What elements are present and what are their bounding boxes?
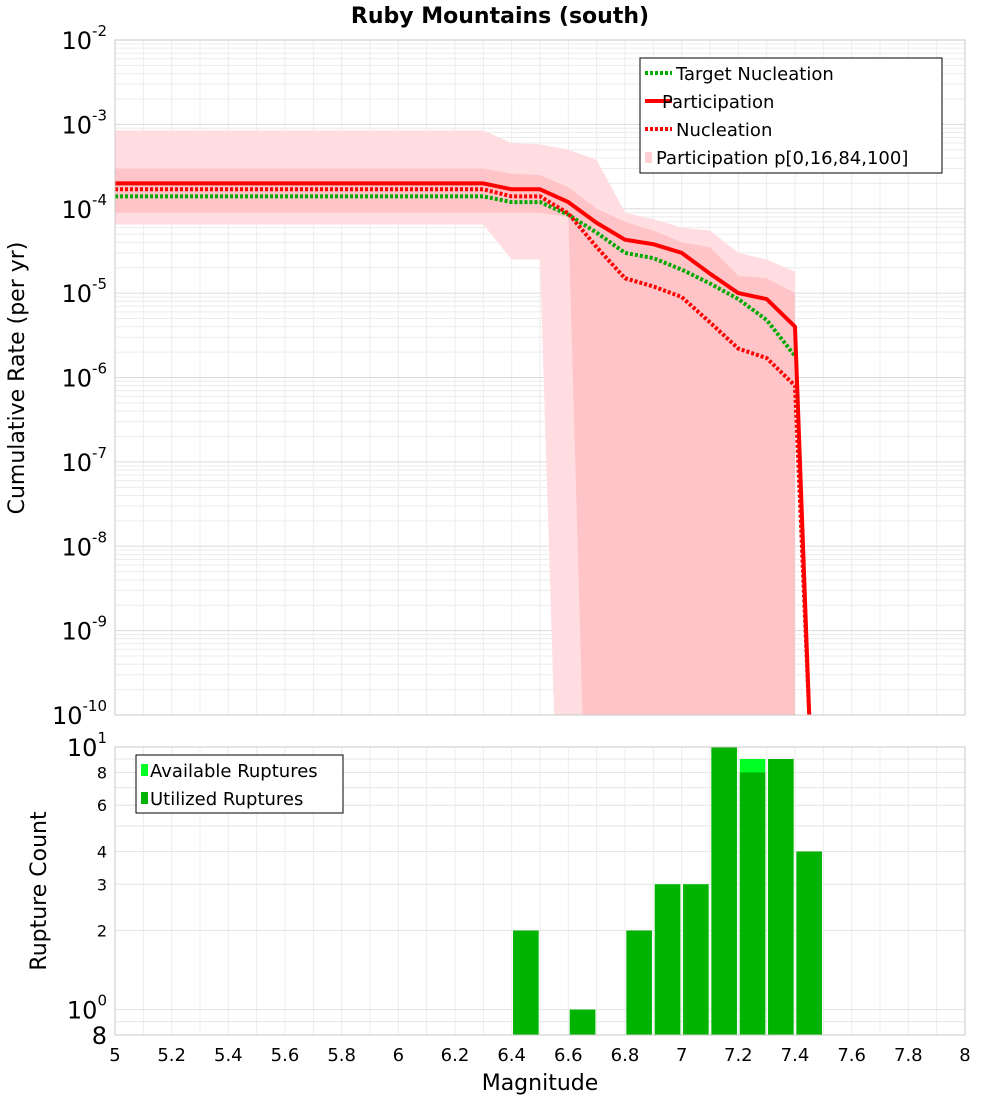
series-line-nucleation [115,187,812,716]
y-tick-label: 2 [97,922,107,941]
legend-label: Available Ruptures [150,761,318,782]
chart-title: Ruby Mountains (south) [351,4,649,29]
y-tick-label: 100 [67,992,107,1025]
count-bars [513,747,822,1035]
x-tick-label: 7.8 [894,1045,923,1066]
rate-y-axis-label: Cumulative Rate (per yr) [5,242,30,515]
y-tick-label: 4 [97,842,107,861]
legend-entry: Available Ruptures [141,761,318,782]
x-tick-label: 5.2 [157,1045,186,1066]
bar-utilized-ruptures [626,930,652,1035]
legend-label: Utilized Ruptures [150,789,303,810]
legend-label: Participation p[0,16,84,100] [656,148,908,169]
bar-utilized-ruptures [654,884,681,1035]
legend-entry: Utilized Ruptures [141,789,303,810]
count-x-tick-labels: 5 5.2 5.4 5.6 5.8 6 6.2 6.4 6.6 6.8 7 7.2 7.4 7.6 7.8 8 [109,1045,970,1066]
x-axis-label: Magnitude [482,1071,599,1096]
x-tick-label: 8 [959,1045,970,1066]
bar-utilized-ruptures [569,1009,596,1035]
bar-utilized-ruptures [683,884,709,1035]
y-tick-label: 10-3 [61,106,107,139]
legend-entry: Nucleation [645,120,772,141]
x-tick-label: 7.6 [837,1045,866,1066]
bar-utilized-ruptures [711,747,737,1035]
y-tick-label: 6 [97,796,107,815]
count-y-axis-label: Rupture Count [27,811,52,971]
x-tick-label: 6 [393,1045,404,1066]
x-tick-label: 6.6 [554,1045,583,1066]
legend-label: Target Nucleation [675,64,834,85]
count-legend-box [135,754,344,814]
x-tick-label: 6.4 [497,1045,526,1066]
x-tick-label: 5.8 [327,1045,356,1066]
y-tick-label: 10-4 [61,191,107,224]
series-line-target-nucleation [115,194,797,358]
x-tick-label: 7.2 [724,1045,753,1066]
rate-y-tick-labels: 10-2 10-3 10-4 10-5 10-6 10-7 10-8 10-9 10-10 [52,22,107,730]
x-tick-label: 6.2 [441,1045,470,1066]
x-tick-label: 5 [109,1045,120,1066]
y-tick-label: 10-7 [61,444,107,477]
bar-utilized-ruptures [768,759,794,1035]
y-tick-label: 10-9 [61,613,107,646]
legend-entry: Target Nucleation [645,64,834,85]
rate-plot-frame [114,39,966,716]
y-tick-label: 3 [97,875,107,894]
y-tick-label: 101 [67,729,107,762]
legend-label: Participation [662,92,774,113]
y-tick-label: 8 [92,1022,107,1050]
participation-band-p16-p84 [115,168,795,715]
rate-panel: 10-2 10-3 10-4 10-5 10-6 10-7 10-8 10-9 10-10 Cu… [5,22,966,730]
legend-label: Nucleation [676,120,772,141]
bar-utilized-ruptures [513,930,539,1035]
y-tick-label: 10-10 [52,697,107,730]
x-tick-label: 5.4 [214,1045,243,1066]
y-tick-label: 10-8 [61,528,107,561]
count-plot-frame [114,746,966,1036]
y-tick-label: 8 [97,763,107,782]
x-tick-label: 7.4 [781,1045,810,1066]
y-tick-label: 10-2 [61,22,107,55]
rate-legend: Target Nucleation Participation Nucleation… [639,57,943,174]
y-tick-label: 10-5 [61,275,107,308]
count-legend: Available Ruptures Utilized Ruptures [135,754,344,814]
series-line-participation [115,181,812,716]
x-tick-label: 5.6 [271,1045,300,1066]
rate-lines [115,181,812,716]
bar-utilized-ruptures [739,772,766,1035]
legend-entry: Participation [645,92,774,113]
legend-swatch [141,764,148,776]
legend-swatch [645,152,652,163]
legend-swatch [141,792,148,804]
rate-legend-box [639,57,943,174]
legend-entry: Participation p[0,16,84,100] [645,148,908,169]
y-tick-label: 10-6 [61,360,107,393]
rate-bands [115,130,795,716]
x-tick-label: 7 [676,1045,687,1066]
x-tick-label: 6.8 [611,1045,640,1066]
bar-utilized-ruptures [796,851,822,1035]
